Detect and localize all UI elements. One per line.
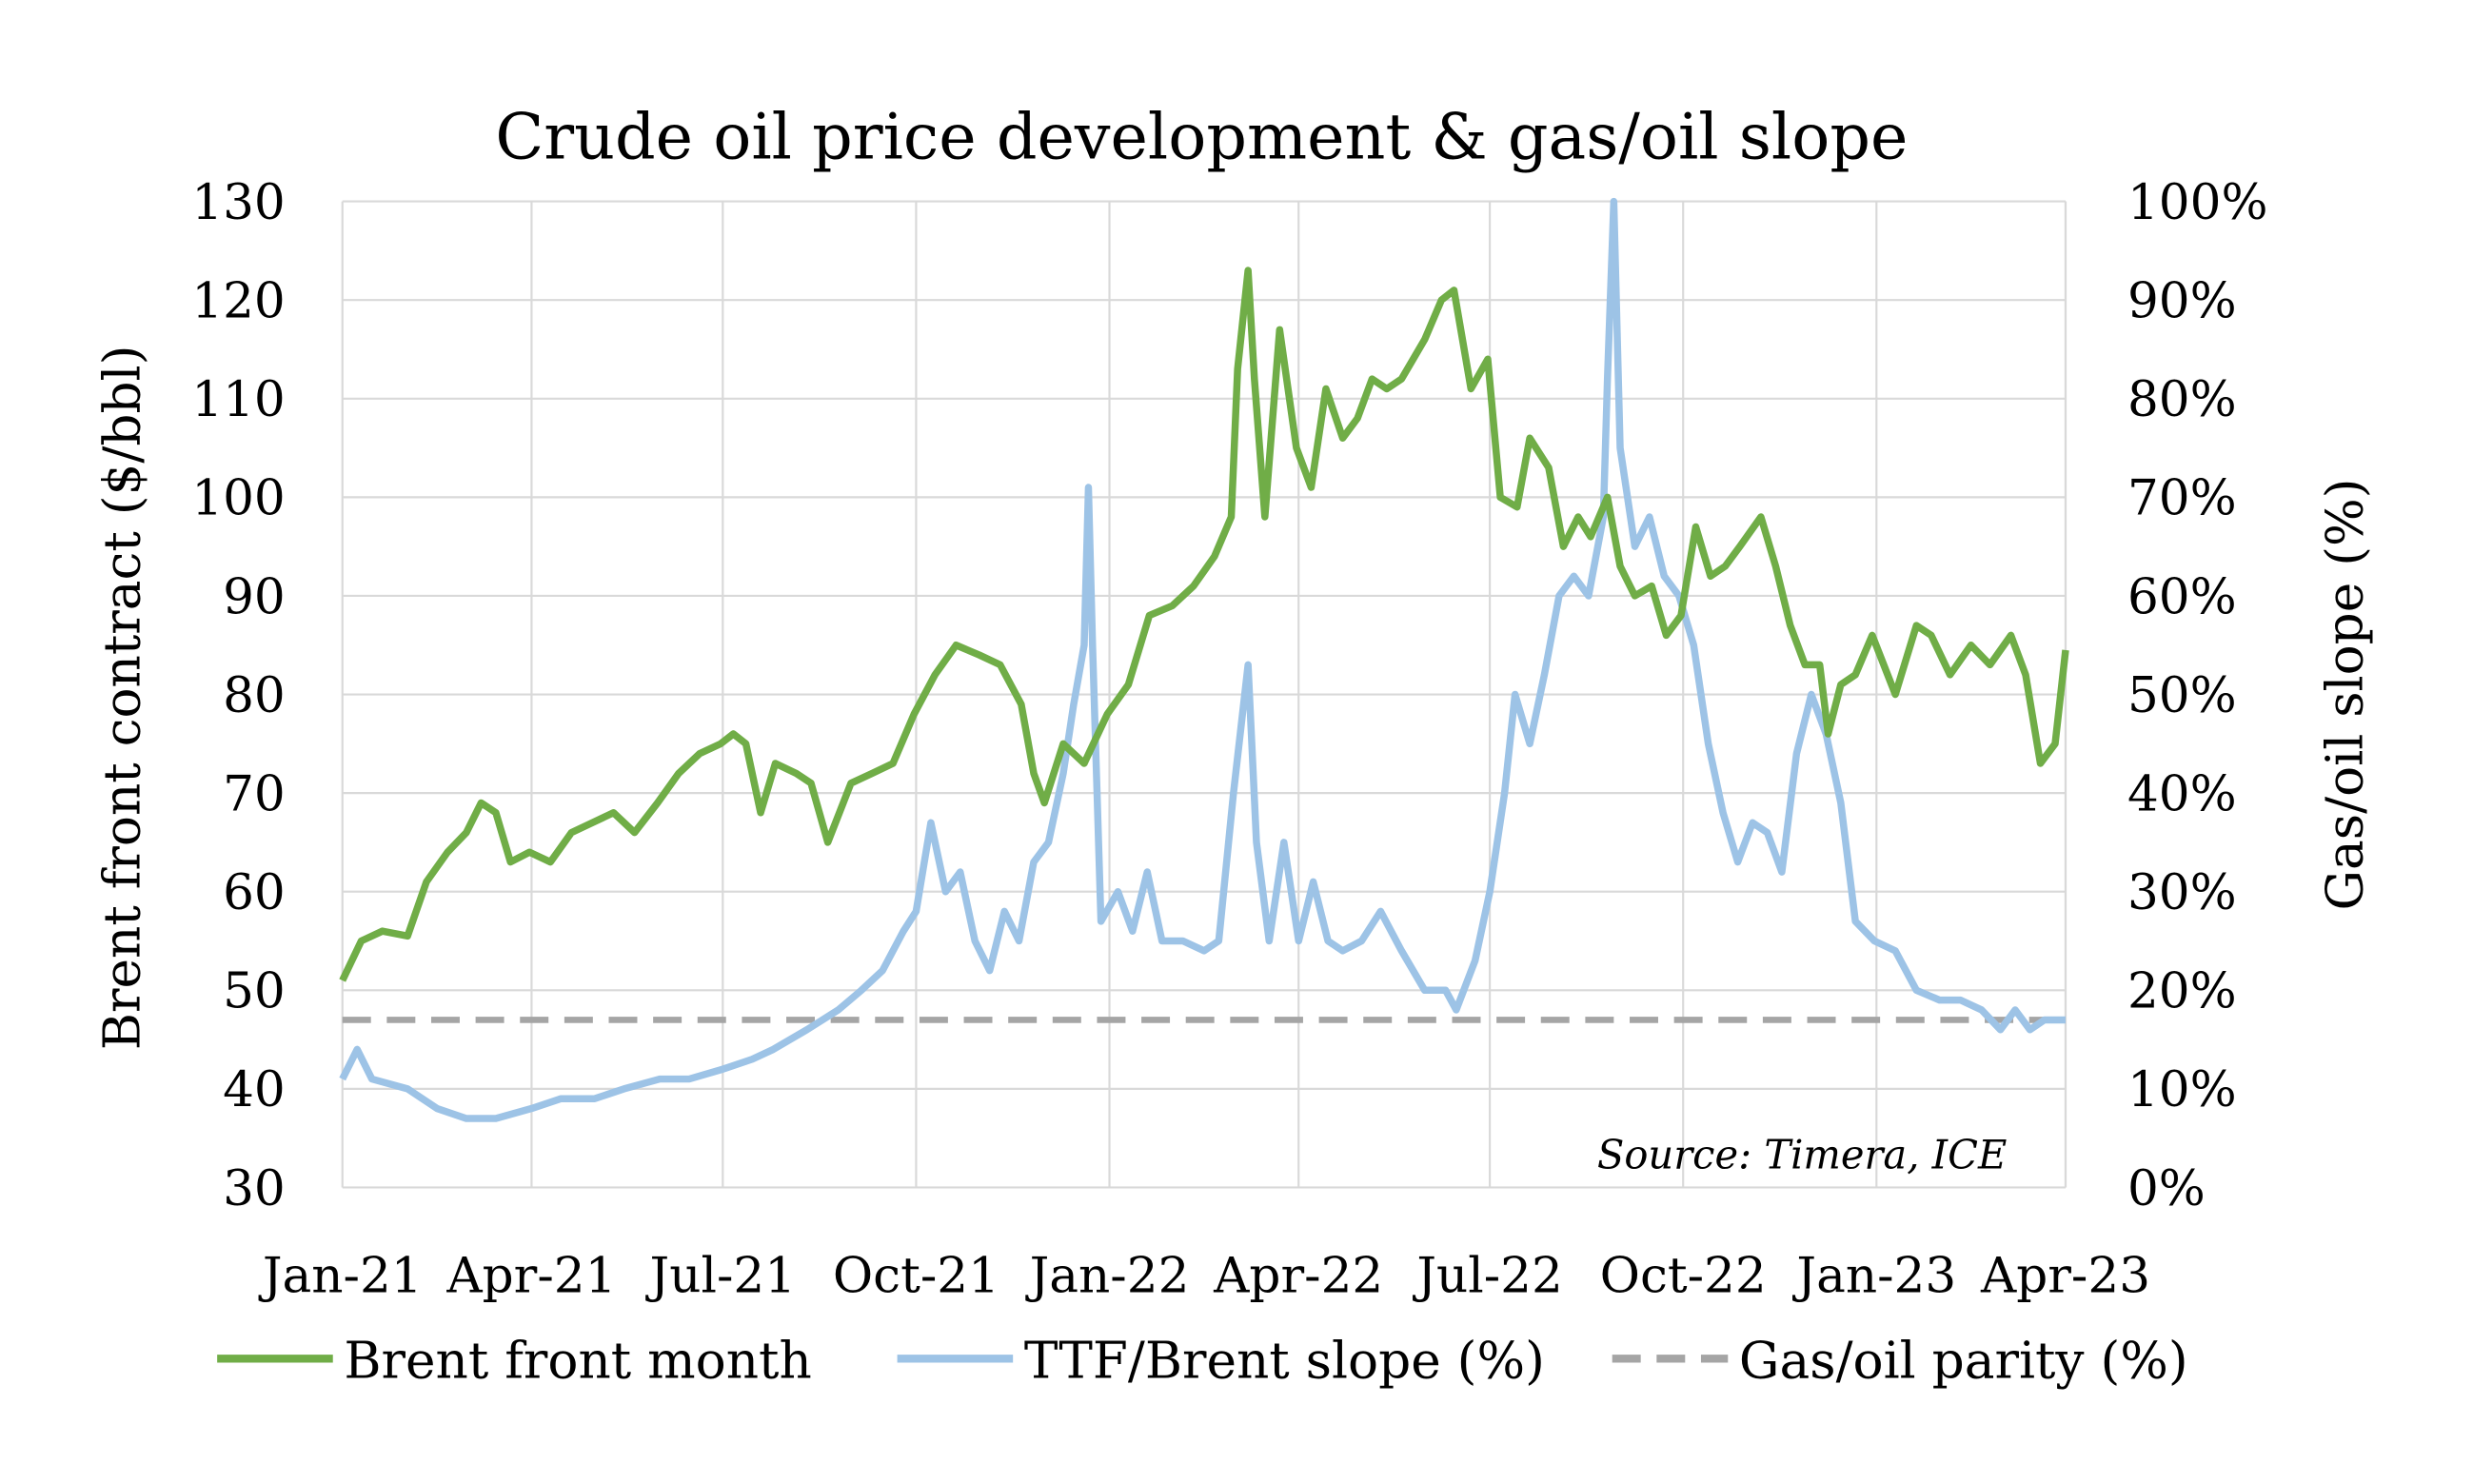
x-tick-label: Apr-21 — [445, 1247, 616, 1304]
source-annotation: Source: Timera, ICE — [1597, 1131, 2008, 1177]
x-tick-label: Apr-23 — [1980, 1247, 2150, 1304]
y-tick-label: 30 — [223, 1160, 286, 1217]
y2-tick-label: 0% — [2127, 1160, 2206, 1217]
y2-tick-label: 90% — [2127, 273, 2237, 330]
y2-tick-label: 70% — [2127, 470, 2237, 527]
legend: Brent front month TTF/Brent slope (%) Gas/… — [217, 1331, 2188, 1390]
x-tick-label: Jan-21 — [258, 1247, 423, 1304]
x-tick-label: Oct-22 — [1600, 1247, 1767, 1304]
y2-tick-label: 80% — [2127, 371, 2237, 428]
x-tick-label: Apr-22 — [1213, 1247, 1383, 1304]
y-tick-label: 90 — [223, 568, 286, 625]
x-tick-label: Oct-21 — [833, 1247, 999, 1304]
y-tick-label: 70 — [223, 765, 286, 822]
y2-tick-label: 50% — [2127, 667, 2237, 724]
y2-tick-label: 100% — [2127, 174, 2268, 231]
y-tick-label: 100 — [191, 470, 286, 527]
y-tick-label: 120 — [191, 273, 286, 330]
legend-label-0: Brent front month — [344, 1331, 811, 1390]
y2-tick-label: 10% — [2127, 1061, 2237, 1118]
series-lines — [339, 197, 2069, 1122]
y2-tick-label: 30% — [2127, 864, 2237, 921]
x-axis: Jan-21 Apr-21 Jul-21 Oct-21 Jan-22 Apr-22 Jul-… — [258, 1247, 2150, 1304]
x-tick-label: Jul-21 — [645, 1247, 797, 1304]
series-line-1 — [339, 197, 2066, 1122]
x-tick-label: Jan-22 — [1025, 1247, 1190, 1304]
y-tick-label: 50 — [223, 963, 286, 1020]
x-tick-label: Jan-23 — [1791, 1247, 1956, 1304]
x-tick-label: Jul-22 — [1412, 1247, 1563, 1304]
y-tick-label: 130 — [191, 174, 286, 231]
y-tick-label: 60 — [223, 864, 286, 921]
y-tick-label: 80 — [223, 667, 286, 724]
legend-label-2: Gas/oil parity (%) — [1739, 1331, 2188, 1390]
y-axis-right: 0% 10% 20% 30% 40% 50% 60% 70% 80% 90% 100% — [2127, 174, 2268, 1217]
y-tick-label: 110 — [191, 371, 286, 428]
y2-tick-label: 40% — [2127, 765, 2237, 822]
y-tick-label: 40 — [223, 1061, 286, 1118]
y2-axis-title: Gas/oil slope (%) — [2315, 479, 2374, 911]
gridlines — [341, 200, 2067, 1189]
y2-tick-label: 60% — [2127, 568, 2237, 625]
y-axis-title: Brent front contract ($/bbl) — [93, 346, 152, 1051]
legend-label-1: TTF/Brent slope (%) — [1024, 1331, 1545, 1390]
y2-tick-label: 20% — [2127, 963, 2237, 1020]
series-line-0 — [339, 267, 2069, 982]
chart-title: Crude oil price development & gas/oil sl… — [495, 100, 1908, 174]
y-axis-left: 30 40 50 60 70 80 90 100 110 120 130 — [191, 174, 286, 1217]
